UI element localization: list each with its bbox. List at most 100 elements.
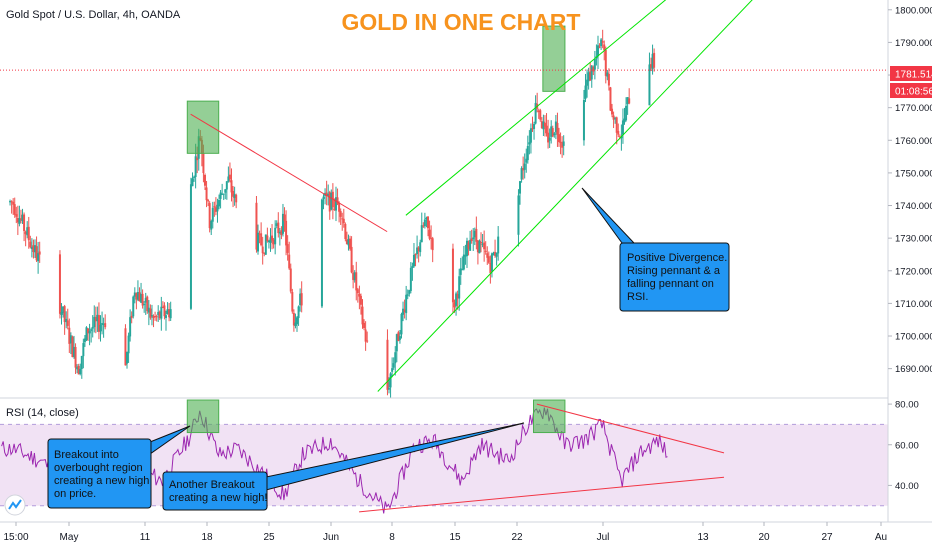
trendline-green-2[interactable] [405,0,677,216]
trendline-red-0[interactable] [190,113,388,233]
price-tick-label: 1710.000 [895,299,932,310]
rsi-axis[interactable]: 80.00 60.00 40.00 [888,400,919,492]
candle-body [653,52,656,68]
price-tick-label: 1770.000 [895,103,932,114]
candle-body [359,295,362,305]
divergence-callout-text: Positive Divergence. Rising pennant & a … [627,252,730,303]
candle-body [593,59,596,70]
rsi-tick-label: 80.00 [895,400,919,411]
candle-body [472,237,475,240]
time-axis[interactable]: 15:00 May 11 18 25 Jun 8 15 22 Jul 13 20 27 Au [3,522,887,543]
candle-body [341,218,344,220]
highlight-jun-high [542,25,566,92]
candle-body [93,316,96,328]
candle-body [409,267,412,292]
candle-body [97,315,100,332]
candle-body [587,72,590,82]
candle-body [398,336,401,340]
candle-body [483,242,486,250]
candle-body [269,237,272,243]
candle-body [260,233,263,246]
candle-body [135,293,138,300]
candle-body [338,202,341,212]
candle-body [484,250,487,252]
candle-body [143,304,146,306]
candle-body [604,49,607,76]
candle-body [264,234,267,255]
candle-body [77,365,80,375]
candle-body [65,318,68,323]
candle-body [146,296,149,312]
candle-body [26,227,29,236]
candle-body [228,174,231,180]
candle-body [497,236,500,254]
countdown-value: 01:08:56 [895,87,932,98]
candle-body [126,352,129,364]
candle-body [523,163,526,170]
time-tick-label: 15:00 [3,532,28,543]
candle-body [458,276,461,299]
candle-body [554,121,557,133]
rsi-tick-label: 40.00 [895,481,919,492]
time-tick-label: 11 [140,532,151,543]
candle-body [459,268,462,275]
candle-body [87,328,90,334]
rsi-label[interactable]: RSI (14, close) [6,407,79,419]
candle-body [294,322,297,327]
candle-body [82,343,85,357]
price-tick-label: 1800.000 [895,5,932,16]
candle-body [461,269,464,271]
trendline-red-3[interactable] [536,403,725,454]
candle-body [191,178,194,187]
candle-body [623,118,626,123]
candle-body [63,306,66,322]
candle-body [611,108,614,115]
candle-body [328,192,331,212]
candle-body [420,225,423,243]
candle-body [625,105,628,121]
candle-body [189,184,192,309]
candle-body [469,239,472,251]
candle-body [431,238,434,251]
candle-body [545,125,548,134]
candle-body [207,200,210,202]
candle-body [21,214,24,221]
time-tick-label: 13 [697,532,709,543]
tradingview-logo[interactable] [4,494,26,516]
candle-body [621,120,624,135]
candle-body [267,240,270,243]
time-tick-label: 27 [821,532,833,543]
candle-body [336,197,339,204]
candle-body [15,214,18,217]
candle-body [334,197,337,211]
candle-body [650,64,653,68]
symbol-label[interactable]: Gold Spot / U.S. Dollar, 4h, OANDA [6,9,181,21]
another-breakout-callout-text: Another Breakout creating a new high! [169,479,267,504]
candle-body [464,254,467,257]
candle-body [297,306,300,319]
candle-body [408,290,411,294]
candle-body [480,242,483,244]
candle-body [94,316,97,322]
candle-body [144,297,147,303]
another-breakout-callout-box [162,471,268,511]
candle-body [386,339,389,390]
candle-body [140,294,143,303]
candle-body [522,168,525,171]
candle-body [363,322,366,329]
candle-body [300,293,303,306]
price-tick-label: 1760.000 [895,136,932,147]
logo-glyph-icon [8,499,22,510]
candle-body [533,123,536,129]
candle-body [531,128,534,130]
candle-body [419,242,422,253]
trendline-green-1[interactable] [377,0,762,392]
candle-body [216,204,219,212]
candle-body [559,141,562,143]
candle-body [74,346,77,368]
price-tick-label: 1700.000 [895,332,932,343]
candle-body [218,199,221,207]
trendline-red-4[interactable] [359,476,725,513]
